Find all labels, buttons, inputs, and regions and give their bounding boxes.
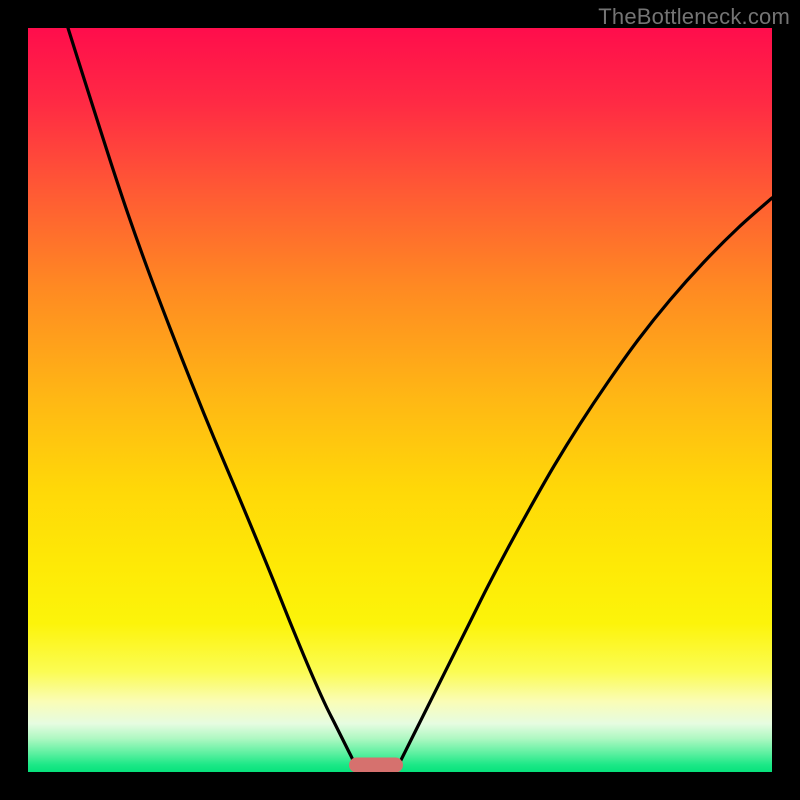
plot-area xyxy=(28,28,772,772)
watermark-text: TheBottleneck.com xyxy=(598,4,790,30)
bottleneck-chart xyxy=(28,28,772,772)
optimal-marker xyxy=(349,758,403,773)
chart-background xyxy=(28,28,772,772)
